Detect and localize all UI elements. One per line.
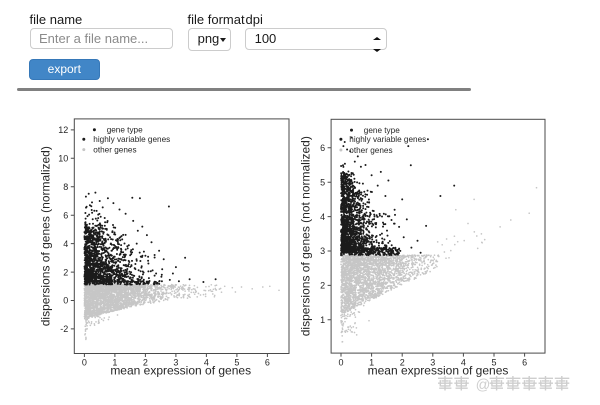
svg-text:dispersions of genes (normaliz: dispersions of genes (normalized) — [38, 146, 52, 326]
svg-text:5: 5 — [320, 177, 325, 187]
svg-text:highly variable genes: highly variable genes — [349, 135, 426, 144]
svg-text:4: 4 — [204, 358, 209, 368]
svg-text:dispersions of genes (not norm: dispersions of genes (not normalized) — [298, 136, 312, 336]
svg-text:highly variable genes: highly variable genes — [93, 135, 170, 144]
svg-text:1: 1 — [112, 358, 117, 368]
svg-text:4: 4 — [320, 212, 325, 222]
svg-text:3: 3 — [320, 246, 325, 256]
svg-text:12: 12 — [58, 125, 68, 135]
svg-text:3: 3 — [173, 358, 178, 368]
svg-text:gene type: gene type — [364, 126, 400, 135]
svg-text:gene type: gene type — [107, 126, 143, 135]
svg-text:mean expression of genes: mean expression of genes — [110, 364, 251, 378]
svg-text:10: 10 — [58, 154, 68, 164]
svg-text:-2: -2 — [60, 324, 68, 334]
svg-text:@: @ — [476, 378, 491, 394]
svg-text:4: 4 — [63, 239, 68, 249]
svg-text:other genes: other genes — [93, 146, 136, 155]
svg-text:1: 1 — [320, 315, 325, 325]
svg-text:2: 2 — [143, 358, 148, 368]
svg-text:0: 0 — [338, 358, 343, 368]
svg-text:2: 2 — [320, 281, 325, 291]
svg-text:5: 5 — [491, 358, 496, 368]
svg-text:0: 0 — [82, 358, 87, 368]
svg-text:5: 5 — [234, 358, 239, 368]
svg-text:2: 2 — [63, 267, 68, 277]
svg-text:4: 4 — [461, 358, 466, 368]
svg-text:1: 1 — [369, 358, 374, 368]
svg-text:2: 2 — [400, 358, 405, 368]
svg-text:6: 6 — [265, 358, 270, 368]
svg-text:6: 6 — [320, 143, 325, 153]
svg-text:other genes: other genes — [349, 146, 392, 155]
svg-text:6: 6 — [522, 358, 527, 368]
svg-text:3: 3 — [430, 358, 435, 368]
svg-text:mean expression of genes: mean expression of genes — [368, 364, 509, 378]
svg-text:8: 8 — [63, 182, 68, 192]
svg-text:0: 0 — [63, 296, 68, 306]
svg-text:6: 6 — [63, 210, 68, 220]
